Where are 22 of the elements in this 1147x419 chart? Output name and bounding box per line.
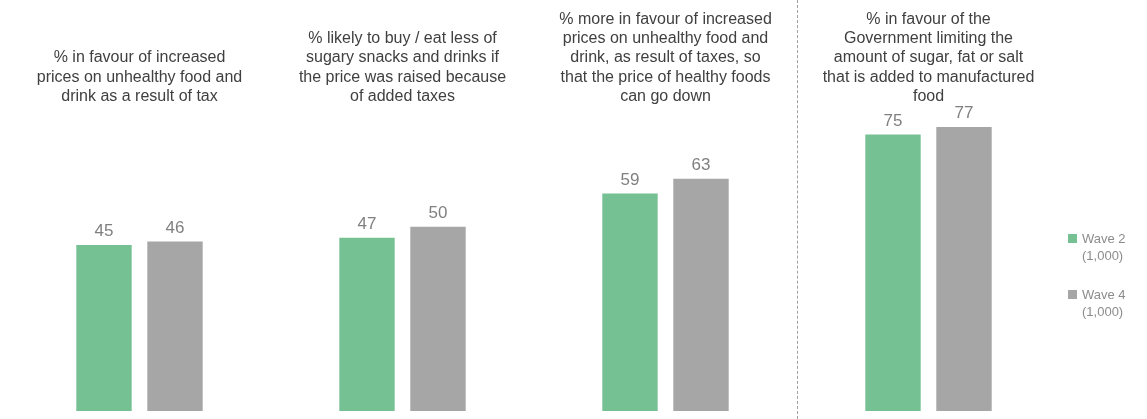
x-tick-label: % more in favour of increased prices on unhealthy food and drink, as result of taxes, so that the price of healthy foods can go down (559, 10, 772, 104)
data-label: 59 (620, 169, 640, 189)
legend-label: Wave 4 (1,000) (1082, 286, 1127, 320)
data-label: 47 (357, 213, 377, 233)
data-label: 75 (883, 110, 903, 130)
x-tick-label: % in favour of increased prices on unhealthy food and drink as a result of tax (36, 48, 243, 104)
bar (339, 237, 395, 411)
x-tick-label: % in favour of the Government limiting the amount of sugar, fat or salt that is added to manufactured food (822, 10, 1035, 104)
legend-label: Wave 2 (1,000) (1082, 230, 1127, 264)
bar (936, 127, 992, 411)
data-label: 46 (165, 217, 185, 237)
bar (147, 241, 203, 411)
bar (865, 134, 921, 411)
bar (410, 226, 466, 411)
data-label: 45 (94, 221, 114, 241)
bar (673, 178, 729, 411)
data-label: 63 (691, 154, 711, 174)
bar (76, 245, 132, 411)
data-label: 50 (428, 202, 448, 222)
data-label: 77 (954, 103, 974, 123)
bar (602, 193, 658, 411)
x-tick-label: % likely to buy / eat less of sugary snacks and drinks if the price was raised because of added taxes (298, 29, 507, 104)
